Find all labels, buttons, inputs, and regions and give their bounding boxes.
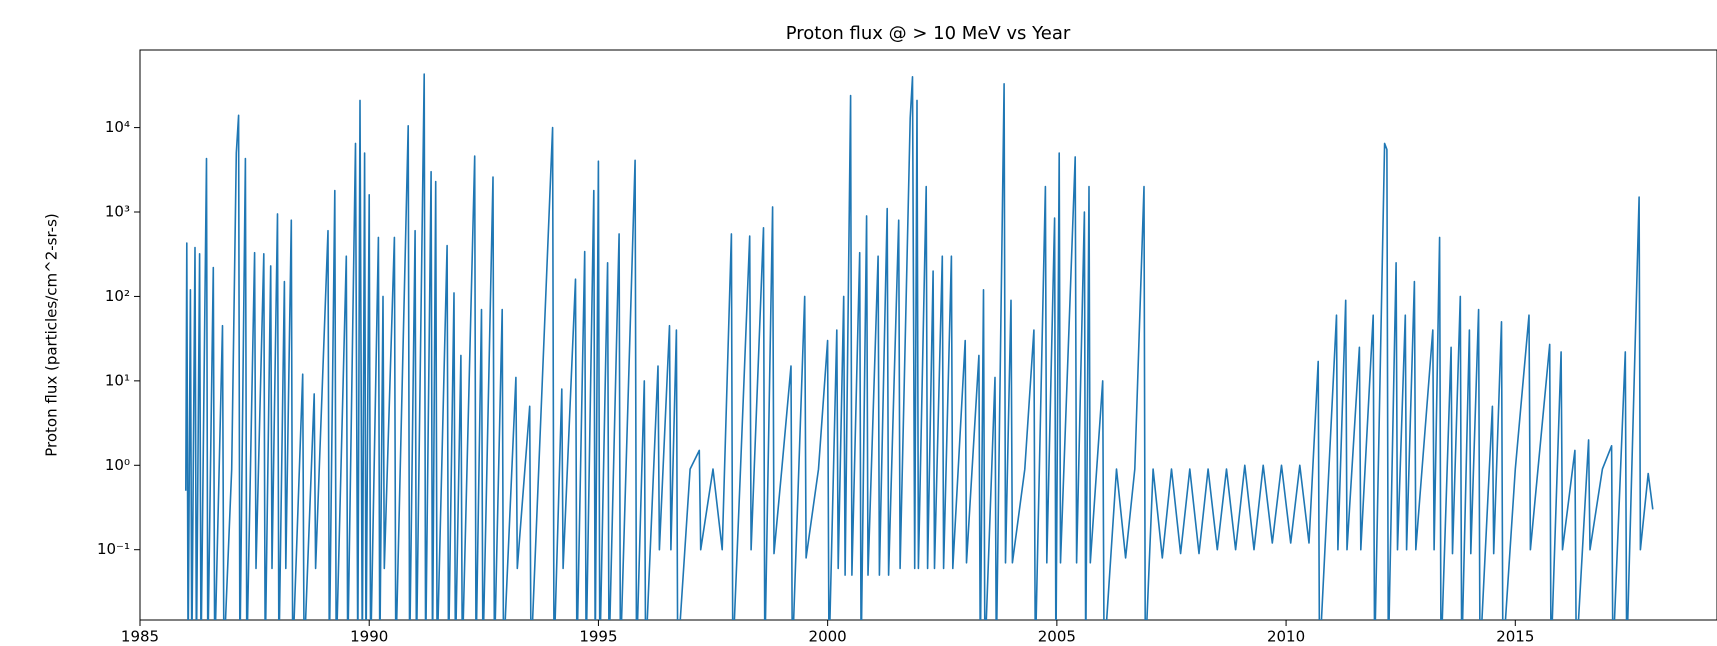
y-tick-label: 10⁻¹ <box>97 540 130 558</box>
y-tick-label: 10⁰ <box>105 456 130 474</box>
y-tick-label: 10³ <box>105 203 130 221</box>
x-tick-label: 1995 <box>579 628 617 646</box>
x-tick-label: 2000 <box>809 628 847 646</box>
x-tick-label: 1985 <box>121 628 159 646</box>
x-tick-label: 2015 <box>1496 628 1534 646</box>
x-tick-label: 1990 <box>350 628 388 646</box>
y-tick-label: 10² <box>105 287 130 305</box>
chart-title: Proton flux @ > 10 MeV vs Year <box>786 23 1071 44</box>
data-line <box>185 73 1654 620</box>
x-tick-label: 2005 <box>1038 628 1076 646</box>
y-axis-label: Proton flux (particles/cm^2-sr-s) <box>43 213 61 457</box>
plot-frame <box>139 49 1717 621</box>
y-tick-label: 10⁴ <box>105 118 130 136</box>
x-tick-label: 2010 <box>1267 628 1305 646</box>
y-tick-label: 10¹ <box>105 371 130 389</box>
